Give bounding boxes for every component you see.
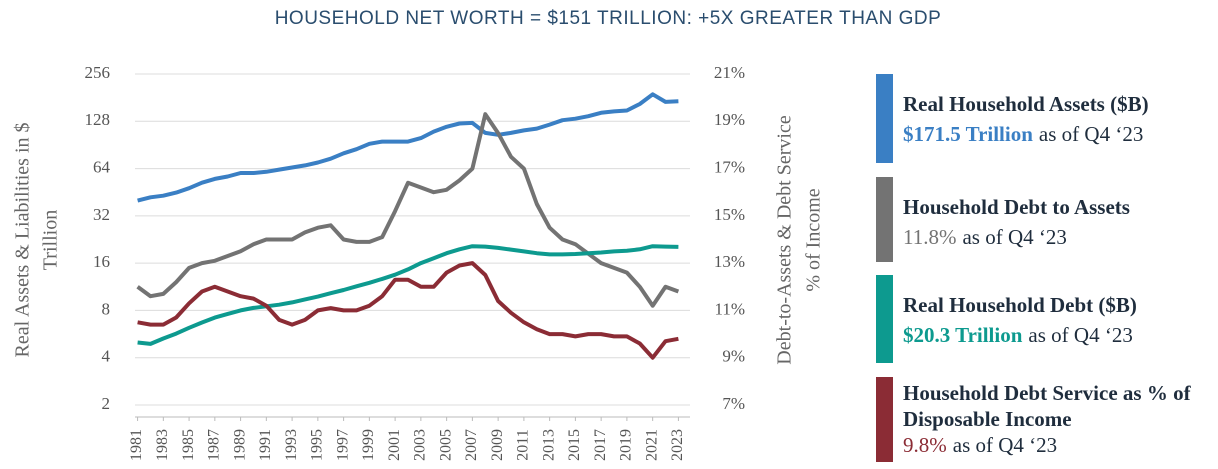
x-tick-label: 2007 [463,429,480,461]
x-tick-label: 2017 [592,429,609,461]
x-tick-label: 1993 [283,429,300,461]
x-tick-label: 1987 [206,429,223,461]
x-tick-label: 2013 [540,429,557,461]
x-tick-label: 1989 [231,429,248,461]
y2-tick-label: 21% [714,63,745,82]
legend-entry: Household Debt to Assets 11.8% as of Q4 ‘2… [903,195,1130,249]
legend-swatch [876,74,893,163]
y-axis-label: Real Assets & Liabilities in $ [12,123,34,358]
series-line [137,244,679,346]
legend-latest: $20.3 Trillion as of Q4 ‘23 [903,323,1133,347]
y2-axis-label: % of Income [803,188,825,291]
x-tick-label: 1999 [360,429,377,461]
x-tick-label: 2011 [515,429,532,460]
legend-latest-value: 9.8% [903,433,947,457]
legend-label-line: Household Debt Service as % of [903,381,1192,405]
series-line [137,261,679,360]
x-tick-label: 1991 [257,429,274,461]
x-tick-label: 1997 [334,429,351,461]
x-tick-label: 2021 [643,429,660,461]
y-tick-label: 128 [85,110,111,129]
legend-latest-value: $20.3 Trillion [903,323,1023,347]
x-tick-label: 2005 [437,429,454,461]
legend-entry: Household Debt Service as % of Disposable… [903,381,1192,457]
y2-tick-label: 11% [714,299,745,318]
x-tick-label: 2019 [618,429,635,461]
y-tick-label: 16 [93,252,110,271]
x-tick-label: 2009 [489,429,506,461]
x-tick-label: 2015 [566,429,583,461]
x-tick-label: 1981 [128,429,145,461]
legend-swatch [876,377,893,462]
y-tick-label: 4 [102,347,111,366]
y-tick-label: 256 [85,63,111,82]
legend-entry: Real Household Debt ($B) $20.3 Trillion as… [903,293,1137,347]
legend-swatch [876,177,893,262]
legend-entry: Real Household Assets ($B) $171.5 Trillio… [903,92,1149,146]
y2-tick-label: 13% [714,252,745,271]
chart-title: HOUSEHOLD NET WORTH = $151 TRILLION: +5X… [275,8,942,29]
x-tick-label: 2001 [386,429,403,461]
legend-latest: 9.8% as of Q4 ‘23 [903,433,1057,457]
legend-label: Household Debt Service as % of Disposable… [903,381,1192,431]
legend-latest: 11.8% as of Q4 ‘23 [903,225,1067,249]
x-tick-label: 2003 [412,429,429,461]
y-tick-label: 2 [102,394,111,413]
legend-as-of: as of Q4 ‘23 [1039,122,1143,146]
legend-label: Household Debt to Assets [903,195,1130,219]
y2-tick-label: 15% [714,205,745,224]
legend-as-of: as of Q4 ‘23 [962,225,1066,249]
y2-tick-label: 19% [714,110,745,129]
y-axis-label: Trillion [40,210,62,270]
y2-axis-label: Debt-to-Assets & Debt Service [774,115,796,365]
x-tick-label: 1985 [180,429,197,461]
legend-as-of: as of Q4 ‘23 [953,433,1057,457]
series-line [137,92,679,203]
legend-label: Real Household Assets ($B) [903,92,1149,116]
legend-latest-value: $171.5 Trillion [903,122,1033,146]
y2-tick-label: 17% [714,157,745,176]
y2-tick-label: 9% [722,347,745,366]
x-tick-label: 1995 [309,429,326,461]
y-tick-label: 64 [93,157,111,176]
legend-latest-value: 11.8% [903,225,956,249]
legend-swatch [876,275,893,363]
legend-as-of: as of Q4 ‘23 [1028,323,1132,347]
legend-label-line: Disposable Income [903,407,1072,431]
y-tick-label: 32 [93,205,110,224]
legend-latest: $171.5 Trillion as of Q4 ‘23 [903,122,1143,146]
legend-label: Real Household Debt ($B) [903,293,1137,317]
x-tick-label: 2023 [669,429,686,461]
y-tick-label: 8 [102,299,111,318]
x-tick-label: 1983 [154,429,171,461]
y2-tick-label: 7% [722,394,745,413]
